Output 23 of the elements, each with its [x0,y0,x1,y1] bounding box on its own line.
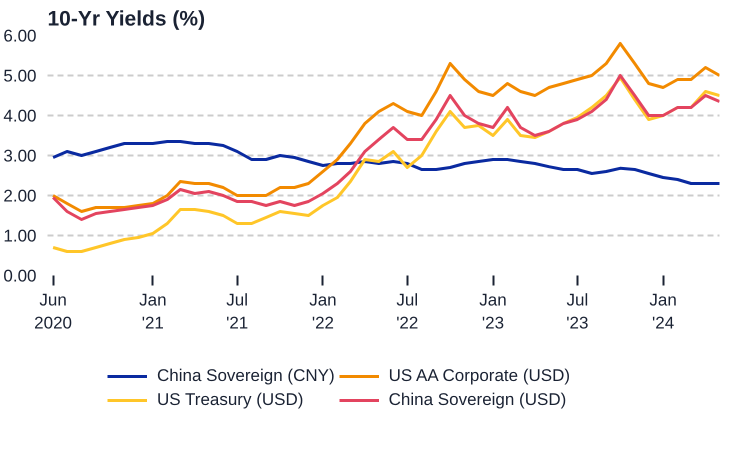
y-tick-label: 2.00 [3,186,37,206]
legend-label: China Sovereign (CNY) [157,366,335,386]
x-tick-label: Jul '22 [396,290,418,332]
line-series [52,42,720,213]
y-tick-label: 3.00 [3,146,37,166]
line-series [52,74,720,221]
x-tick-label: Jul '21 [226,290,248,332]
y-tick-label: 5.00 [3,66,37,86]
legend-label: US Treasury (USD) [157,390,304,410]
y-tick-label: 6.00 [3,26,37,46]
y-tick-label: 0.00 [3,266,37,286]
chart-title: 10-Yr Yields (%) [48,8,206,30]
x-tick-label: Jan '22 [309,290,337,332]
x-tick-label: Jan '23 [479,290,507,332]
y-tick-label: 4.00 [3,106,37,126]
x-tick-label: Jun 2020 [34,290,72,332]
line-series [52,140,720,185]
x-tick-label: Jan '21 [139,290,167,332]
legend-label: China Sovereign (USD) [388,390,566,410]
x-tick-label: Jul '23 [566,290,588,332]
x-tick-label: Jan '24 [649,290,677,332]
y-tick-label: 1.00 [3,226,37,246]
legend-label: US AA Corporate (USD) [388,366,570,386]
